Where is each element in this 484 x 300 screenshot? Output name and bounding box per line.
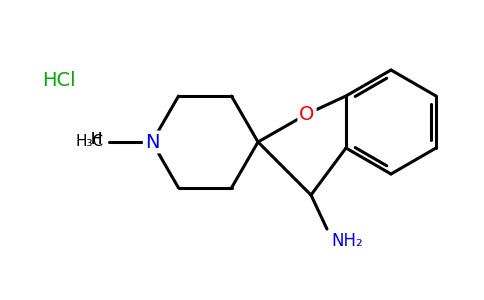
Text: H₃C: H₃C: [76, 134, 104, 149]
Text: HCl: HCl: [42, 70, 76, 89]
Text: O: O: [299, 104, 315, 124]
Text: H: H: [91, 131, 102, 146]
Text: O: O: [299, 104, 315, 124]
Text: NH₂: NH₂: [331, 232, 363, 250]
Text: N: N: [145, 133, 159, 152]
Text: N: N: [145, 133, 159, 152]
Text: H: H: [91, 131, 102, 146]
